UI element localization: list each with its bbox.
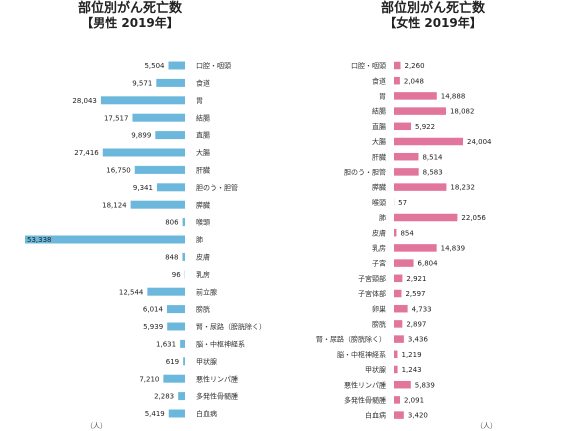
- female-category-label: 多発性骨髄腫: [344, 396, 386, 405]
- female-bar: [394, 381, 411, 389]
- female-category-label: 子宮: [372, 259, 386, 268]
- female-bar: [394, 351, 398, 359]
- female-bar: [394, 229, 396, 237]
- female-value-label: 2,897: [406, 321, 426, 329]
- female-bar: [394, 183, 446, 191]
- female-bar: [394, 153, 418, 161]
- female-bar: [394, 366, 398, 374]
- female-value-label: 24,004: [467, 138, 492, 146]
- female-bar: [394, 290, 401, 298]
- female-value-label: 18,082: [450, 108, 475, 116]
- female-category-label: 子宮体部: [358, 289, 386, 298]
- female-category-label: 食道: [372, 76, 386, 85]
- female-category-label: 脳・中枢神経系: [337, 350, 386, 359]
- female-category-label: 胃: [379, 93, 386, 101]
- female-bar: [394, 123, 411, 131]
- female-category-label: 甲状腺: [365, 365, 386, 374]
- female-value-label: 8,583: [423, 169, 443, 177]
- female-category-label: 口腔・咽頭: [351, 61, 386, 70]
- female-value-label: 18,232: [450, 184, 475, 192]
- female-value-label: 854: [400, 229, 414, 237]
- female-bar: [394, 77, 400, 85]
- female-category-label: 大腸: [372, 137, 386, 146]
- female-category-label: 膵臓: [372, 183, 386, 192]
- female-bar: [394, 107, 446, 115]
- female-bar: [394, 92, 437, 100]
- female-value-label: 2,260: [404, 62, 424, 70]
- female-bar: [394, 411, 404, 419]
- female-bar: [394, 138, 463, 146]
- female-bar: [394, 305, 408, 313]
- female-value-label: 2,921: [406, 275, 426, 283]
- female-value-label: 2,091: [404, 397, 424, 405]
- female-value-label: 2,597: [405, 290, 425, 298]
- female-value-label: 8,514: [422, 153, 443, 161]
- female-bar: [394, 275, 402, 283]
- female-category-label: 子宮頸部: [358, 274, 386, 283]
- female-value-label: 2,048: [404, 77, 424, 85]
- female-bar: [394, 244, 437, 252]
- female-bar: [394, 320, 402, 328]
- female-value-label: 3,436: [408, 336, 429, 344]
- female-category-label: 肝臓: [372, 152, 386, 161]
- female-bar: [394, 214, 457, 222]
- female-value-label: 1,219: [402, 351, 422, 359]
- female-value-label: 5,839: [415, 381, 435, 389]
- female-category-label: 喉頭: [372, 198, 386, 207]
- female-category-label: 肺: [379, 214, 386, 222]
- female-bar: [394, 259, 414, 267]
- female-value-label: 14,888: [441, 93, 466, 101]
- female-category-label: 腎・尿路（膀胱除く）: [316, 335, 386, 344]
- female-category-label: 悪性リンパ腫: [344, 380, 386, 389]
- female-category-label: 直腸: [372, 122, 386, 131]
- female-bar: [394, 168, 419, 176]
- female-value-label: 5,922: [415, 123, 435, 131]
- female-value-label: 3,420: [408, 412, 428, 420]
- female-category-label: 膀胱: [372, 320, 386, 329]
- female-category-label: 結腸: [372, 107, 386, 116]
- female-value-label: 22,056: [461, 214, 486, 222]
- female-category-label: 白血病: [365, 411, 386, 420]
- female-category-label: 乳房: [372, 244, 386, 253]
- female-value-label: 1,243: [402, 366, 422, 374]
- female-value-label: 6,804: [418, 260, 439, 268]
- female-value-label: 4,733: [412, 305, 432, 313]
- female-value-label: 57: [398, 199, 407, 207]
- female-bar: [394, 396, 400, 404]
- female-category-label: 卵巣: [372, 304, 386, 313]
- female-value-label: 14,839: [441, 245, 466, 253]
- female-category-label: 胆のう・胆管: [344, 168, 386, 177]
- female-category-label: 皮膚: [372, 228, 386, 237]
- female-bar: [394, 62, 400, 70]
- female-bar: [394, 335, 404, 343]
